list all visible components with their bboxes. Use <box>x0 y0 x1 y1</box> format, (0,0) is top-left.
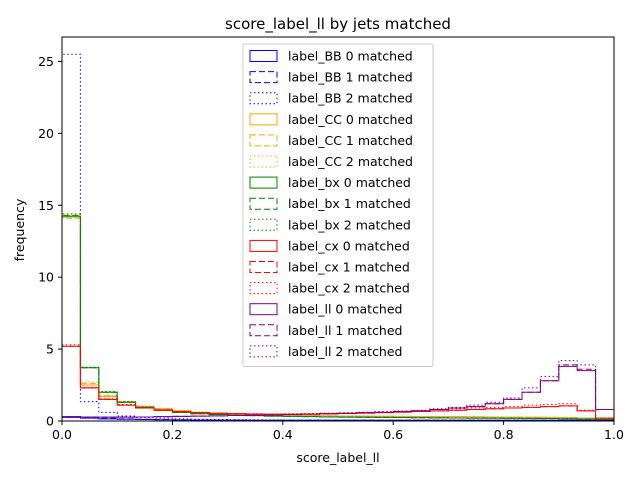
legend-label: label_ll 1 matched <box>288 323 402 338</box>
legend-swatch <box>249 239 278 252</box>
legend-label: label_BB 2 matched <box>288 91 413 106</box>
legend-swatch <box>249 218 278 231</box>
x-axis-label: score_label_ll <box>296 450 379 465</box>
series-label_bb-2-matched <box>61 53 615 421</box>
legend-swatch <box>249 155 278 168</box>
legend-box <box>242 43 434 367</box>
legend-label: label_cx 1 matched <box>288 260 410 275</box>
legend-label: label_BB 0 matched <box>288 49 413 64</box>
legend-swatch <box>249 134 278 147</box>
x-tick-label: 0.8 <box>494 427 514 442</box>
y-axis-ticks: 0 5 10 15 20 25 <box>38 54 62 429</box>
legend-swatch <box>249 50 278 62</box>
legend-label: label_bx 1 matched <box>288 196 411 211</box>
legend-label: label_ll 2 matched <box>288 344 402 359</box>
legend-swatch <box>249 303 278 316</box>
series-label_ll-2-matched <box>61 360 615 421</box>
legend-swatch <box>249 261 278 273</box>
x-axis-ticks: 0.0 0.2 0.4 0.6 0.8 1.0 <box>52 421 624 442</box>
legend-label: label_bx 2 matched <box>288 217 411 232</box>
legend-label: label_CC 2 matched <box>288 154 413 169</box>
legend-swatch <box>249 345 278 358</box>
y-tick-label: 25 <box>38 54 54 69</box>
series-label_bx-2-matched <box>61 213 615 421</box>
chart-title: score_label_ll by jets matched <box>225 15 451 34</box>
legend-swatch <box>249 176 278 189</box>
y-tick-label: 10 <box>38 270 54 285</box>
y-axis-label: frequency <box>12 198 27 261</box>
legend-swatch <box>249 282 278 295</box>
plot-series <box>61 53 615 421</box>
legend-label: label_ll 0 matched <box>288 302 402 317</box>
series-label_cc-1-matched <box>61 217 615 421</box>
legend: label_BB 0 matched label_BB 1 matched labe… <box>242 43 434 367</box>
legend-swatch <box>249 71 278 84</box>
legend-label: label_bx 0 matched <box>288 175 411 190</box>
x-tick-label: 0.6 <box>383 427 403 442</box>
y-tick-label: 5 <box>46 342 54 357</box>
legend-label: label_CC 1 matched <box>288 133 413 148</box>
x-tick-label: 1.0 <box>604 427 624 442</box>
legend-swatch <box>249 324 278 337</box>
axes-border <box>61 36 615 422</box>
legend-swatch <box>249 92 278 105</box>
x-tick-label: 0.2 <box>162 427 182 442</box>
axes-frame <box>61 36 615 422</box>
y-tick-label: 20 <box>38 126 54 141</box>
legend-label: label_cx 0 matched <box>288 238 410 253</box>
y-tick-label: 0 <box>46 414 54 429</box>
legend-label: label_BB 1 matched <box>288 70 413 85</box>
legend-label: label_CC 0 matched <box>288 112 413 127</box>
y-tick-label: 15 <box>38 198 54 213</box>
legend-label: label_cx 2 matched <box>288 281 410 296</box>
series-label_cc-2-matched <box>61 216 615 421</box>
x-tick-label: 0.0 <box>52 427 72 442</box>
legend-swatch <box>249 197 278 210</box>
x-tick-label: 0.4 <box>273 427 293 442</box>
legend-swatch <box>249 113 278 126</box>
